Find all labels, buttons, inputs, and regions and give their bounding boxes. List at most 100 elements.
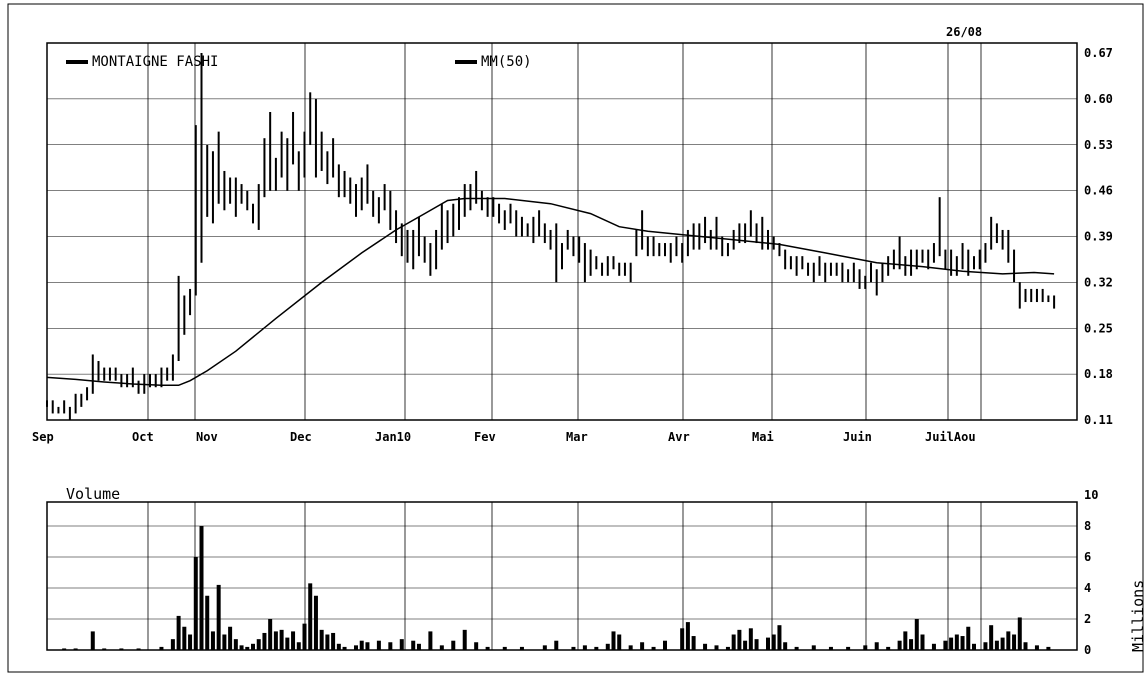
volume-bar	[159, 646, 164, 650]
volume-bar	[605, 643, 610, 650]
volume-bar	[319, 629, 324, 650]
price-y-tick-label: 0.67	[1084, 46, 1113, 60]
price-plot-area	[46, 42, 1078, 421]
volume-bar	[210, 631, 215, 650]
volume-bar	[874, 642, 879, 650]
volume-bar	[909, 639, 914, 650]
volume-bar	[73, 648, 78, 650]
volume-bar	[302, 623, 307, 650]
volume-bar	[886, 646, 891, 650]
ma50-line	[46, 197, 1055, 387]
volume-y-axis: 10 8 6 4 2 0	[1084, 488, 1098, 657]
legend-label-ma: MM(50)	[481, 54, 532, 70]
volume-bar	[914, 619, 919, 650]
price-x-tick-label: JuilAou	[925, 430, 976, 444]
volume-bar	[949, 637, 954, 650]
volume-bar	[617, 634, 622, 650]
volume-bar	[680, 628, 685, 650]
volume-bar	[273, 631, 278, 650]
volume-bar	[794, 646, 799, 650]
volume-bar	[582, 645, 587, 650]
volume-bar	[1012, 634, 1017, 650]
volume-bar	[365, 642, 370, 650]
price-y-tick-label: 0.25	[1084, 321, 1113, 335]
outer-frame	[7, 3, 1144, 673]
volume-bar	[90, 631, 95, 650]
volume-bar	[954, 634, 959, 650]
volume-bar	[628, 645, 633, 650]
price-y-tick-label: 0.46	[1084, 184, 1113, 198]
volume-bar	[903, 631, 908, 650]
volume-bar	[411, 640, 416, 650]
volume-bar	[611, 631, 616, 650]
price-y-tick-label: 0.39	[1084, 230, 1113, 244]
volume-y-tick-label: 2	[1084, 612, 1091, 626]
price-x-tick-label: Jan10	[375, 430, 411, 444]
volume-bar	[245, 646, 250, 650]
price-y-axis: 0.67 0.60 0.53 0.46 0.39 0.32 0.25 0.18 0.11	[1084, 46, 1113, 427]
volume-bar	[62, 648, 67, 650]
volume-bar	[972, 643, 976, 650]
legend-label-price: MONTAIGNE FASHI	[92, 54, 218, 70]
volume-bar	[1023, 642, 1028, 650]
price-y-tick-label: 0.53	[1084, 138, 1113, 152]
volume-bar	[342, 646, 347, 650]
price-y-tick-label: 0.60	[1084, 92, 1113, 106]
volume-bar	[766, 637, 770, 650]
volume-bar	[663, 640, 667, 650]
volume-bar	[777, 625, 782, 650]
volume-bar	[119, 648, 124, 650]
volume-y-tick-label: 0	[1084, 643, 1091, 657]
volume-bar	[354, 645, 358, 650]
volume-bar	[388, 642, 393, 650]
volume-bar	[331, 632, 336, 650]
price-bars	[46, 53, 1056, 420]
volume-bar	[771, 634, 776, 650]
volume-bar	[291, 631, 296, 650]
price-x-tick-label: Sep	[32, 430, 54, 444]
volume-bar	[376, 640, 381, 650]
volume-y-tick-label: 6	[1084, 550, 1091, 564]
volume-unit-label: Millions	[1129, 580, 1147, 652]
volume-bar	[651, 646, 656, 650]
price-y-tick-label: 0.18	[1084, 367, 1113, 381]
price-panel: 0.67 0.60 0.53 0.46 0.39 0.32 0.25 0.18 0.11 Sep…	[32, 25, 1113, 444]
volume-bar	[170, 639, 175, 650]
volume-bar	[325, 634, 330, 650]
price-x-tick-label: Dec	[290, 430, 312, 444]
volume-bar	[1046, 646, 1051, 650]
volume-bar	[828, 646, 833, 650]
volume-y-tick-label: 4	[1084, 581, 1091, 595]
volume-bar	[176, 615, 181, 650]
volume-bar	[1017, 617, 1022, 650]
volume-bar	[199, 526, 204, 650]
volume-bar	[216, 584, 221, 650]
volume-bar	[285, 637, 290, 650]
volume-bar	[966, 626, 971, 650]
volume-panel: Volume 10 8 6 4 2 0 Millions	[46, 485, 1147, 657]
volume-bar	[308, 583, 313, 650]
volume-bar	[989, 625, 994, 650]
volume-bar	[399, 639, 404, 650]
volume-bar	[725, 646, 730, 650]
volume-bar	[416, 643, 421, 650]
legend-swatch-ma	[455, 60, 477, 64]
volume-bar	[960, 636, 965, 650]
volume-bar	[691, 636, 696, 650]
volume-bar	[474, 642, 479, 650]
volume-bar	[1034, 645, 1039, 650]
volume-bar	[783, 642, 788, 650]
volume-bar	[931, 643, 936, 650]
volume-bar	[136, 648, 141, 650]
volume-bar	[594, 646, 599, 650]
volume-bar	[462, 629, 467, 650]
legend: MONTAIGNE FASHI MM(50)	[66, 54, 532, 70]
volume-bar	[485, 646, 490, 650]
volume-bar	[262, 632, 267, 650]
price-x-tick-label: Mai	[752, 430, 774, 444]
price-x-tick-label: Nov	[196, 430, 218, 444]
volume-bar	[102, 648, 107, 650]
price-x-tick-label: Juin	[843, 430, 872, 444]
volume-bar	[737, 629, 742, 650]
